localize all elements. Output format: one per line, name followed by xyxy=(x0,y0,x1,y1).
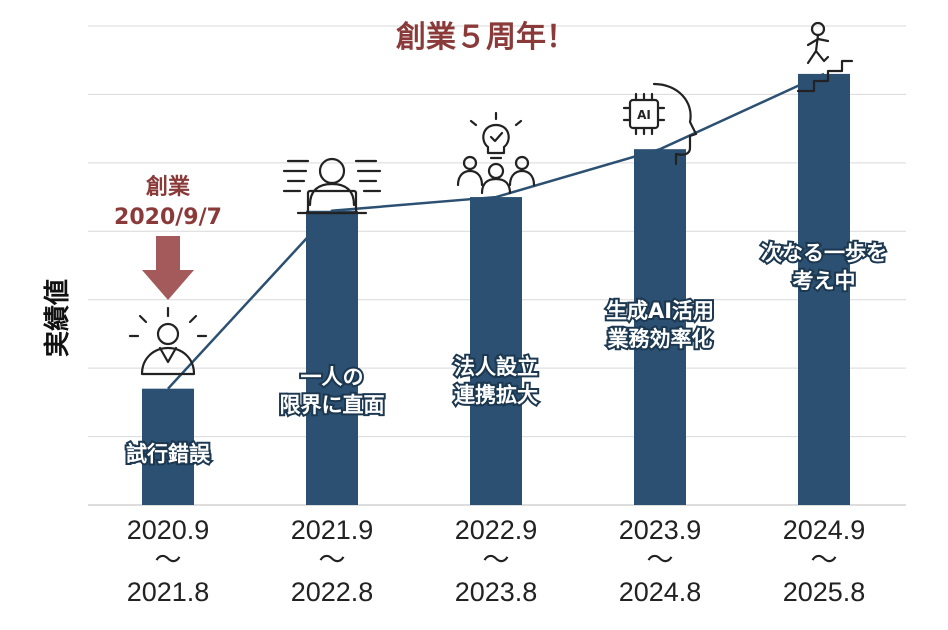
bar xyxy=(142,388,194,505)
bar-label: 法人設立連携拡大 xyxy=(454,355,538,407)
founding-date: 2020/9/7 xyxy=(114,205,222,230)
leader-person-icon xyxy=(128,306,208,376)
person-at-laptop-icon xyxy=(282,157,382,215)
svg-text:AI: AI xyxy=(637,108,651,122)
founding-arrow-icon xyxy=(142,236,194,300)
bar-label: 一人の限界に直面 xyxy=(280,365,385,417)
bar xyxy=(634,149,686,505)
team-idea-icon xyxy=(456,111,536,195)
x-tick-label: 2020.9 ～ 2021.8 xyxy=(127,515,210,607)
bar xyxy=(470,197,522,506)
ai-head-icon: AI xyxy=(622,82,698,166)
person-climbing-stairs-icon xyxy=(796,21,854,93)
founding-label: 創業 xyxy=(146,175,191,200)
trend-line xyxy=(167,72,825,390)
bar-label: 次なる一歩を考え中 xyxy=(761,241,887,293)
bar xyxy=(306,210,358,505)
x-tick-label: 2022.9 ～ 2023.8 xyxy=(455,515,538,607)
bars xyxy=(142,73,850,506)
trend-line-group xyxy=(167,72,825,390)
x-tick-label: 2023.9 ～ 2024.8 xyxy=(619,515,702,607)
bar-label: 生成AI活用業務効率化 xyxy=(606,299,714,351)
chart-title: 創業５周年！ xyxy=(396,20,576,55)
founding-annotation: 創業 2020/9/7 xyxy=(114,175,222,300)
y-axis-label: 実績値 xyxy=(42,279,73,357)
bar-label: 試行錯誤 xyxy=(126,442,211,466)
bar xyxy=(798,73,850,506)
x-tick-label: 2021.9 ～ 2022.8 xyxy=(291,515,374,607)
x-tick-label: 2024.9 ～ 2025.8 xyxy=(783,515,866,607)
x-tick-labels: 2020.9 ～ 2021.8 2021.9 ～ 2022.8 2022.9 ～ 2023.8 2… xyxy=(127,515,866,607)
